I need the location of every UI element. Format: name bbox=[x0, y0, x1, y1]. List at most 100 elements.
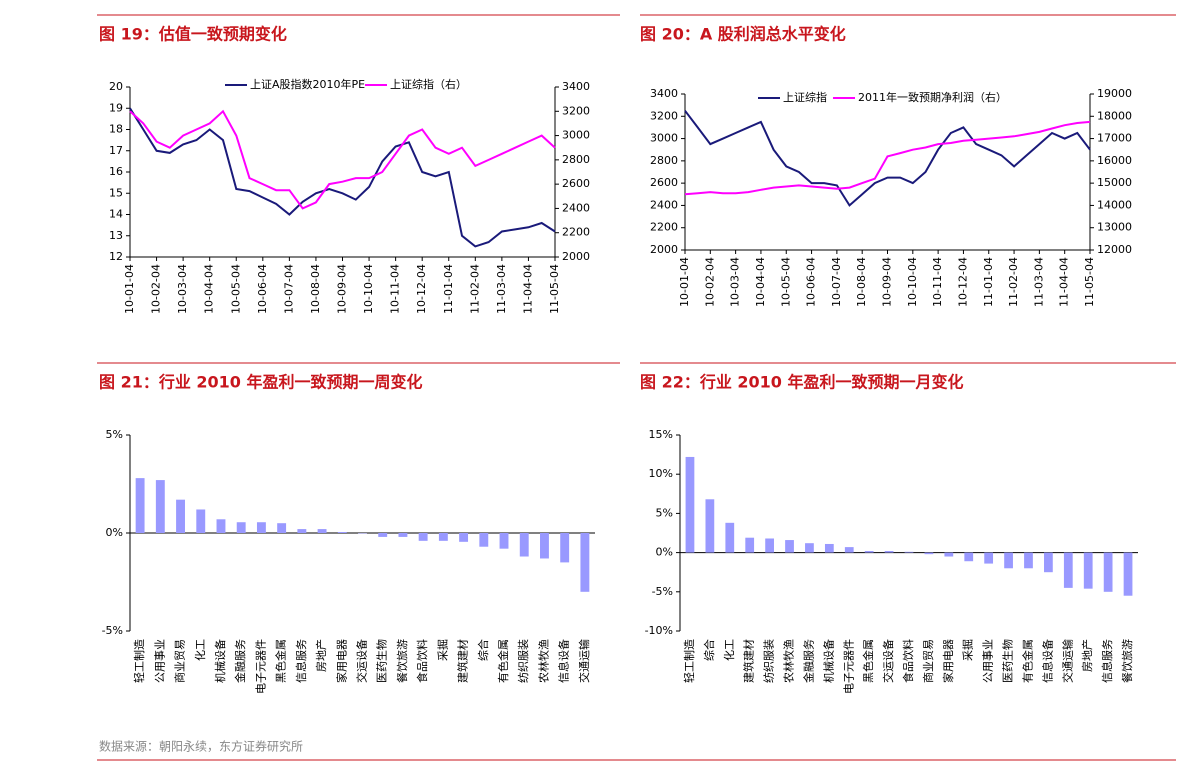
x-tick-label: 10-09-04 bbox=[336, 264, 349, 314]
legend-label: 2011年一致预期净利润（右） bbox=[858, 90, 1007, 104]
x-tick-label: 11-01-04 bbox=[982, 257, 995, 307]
x-tick-label: 餐饮旅游 bbox=[1120, 639, 1134, 683]
bar bbox=[705, 499, 715, 553]
x-tick-label: 交运设备 bbox=[881, 639, 895, 683]
x-tick-label: 家用电器 bbox=[334, 639, 348, 683]
x-tick-label: 综合 bbox=[476, 639, 490, 661]
x-tick-label: 食品饮料 bbox=[415, 639, 429, 683]
y-tick-label: 0% bbox=[656, 546, 673, 559]
x-tick-label: 医药生物 bbox=[1001, 639, 1015, 683]
x-tick-label: 10-07-04 bbox=[830, 257, 843, 307]
bar bbox=[904, 551, 914, 553]
bar bbox=[745, 537, 755, 553]
y2-tick-label: 19000 bbox=[1097, 87, 1132, 100]
x-tick-label: 金融服务 bbox=[801, 639, 815, 683]
bar bbox=[964, 552, 974, 562]
x-tick-label: 轻工制造 bbox=[132, 639, 146, 683]
bar bbox=[580, 533, 590, 592]
source: 数据来源：朝阳永续，东方证券研究所 bbox=[99, 739, 303, 754]
bar bbox=[398, 533, 408, 537]
x-tick-label: 医药生物 bbox=[375, 639, 389, 683]
x-tick-label: 建筑建材 bbox=[456, 639, 470, 683]
x-tick-label: 10-12-04 bbox=[956, 257, 969, 307]
x-tick-label: 化工 bbox=[193, 639, 207, 661]
bar bbox=[196, 509, 206, 533]
y-tick-label: 15 bbox=[109, 186, 123, 199]
bar bbox=[418, 533, 428, 541]
bar bbox=[155, 480, 165, 533]
y-tick-label: -5% bbox=[102, 624, 123, 637]
y2-tick-label: 2800 bbox=[562, 153, 590, 166]
y2-tick-label: 16000 bbox=[1097, 154, 1132, 167]
bar bbox=[135, 478, 145, 533]
x-tick-label: 食品饮料 bbox=[901, 639, 915, 683]
x-tick-label: 10-04-04 bbox=[203, 264, 216, 314]
x-tick-label: 轻工制造 bbox=[682, 639, 696, 683]
x-tick-label: 11-03-04 bbox=[1032, 257, 1045, 307]
y-tick-label: 19 bbox=[109, 101, 123, 114]
x-tick-label: 建筑建材 bbox=[742, 639, 756, 683]
x-tick-label: 11-05-04 bbox=[548, 264, 561, 314]
x-tick-label: 黑色金属 bbox=[274, 639, 288, 683]
x-tick-label: 房地产 bbox=[1080, 639, 1094, 672]
y2-tick-label: 12000 bbox=[1097, 243, 1132, 256]
bar bbox=[1063, 552, 1073, 588]
x-tick-label: 化工 bbox=[722, 639, 736, 661]
bar bbox=[944, 552, 954, 557]
bar bbox=[864, 551, 874, 553]
bar bbox=[277, 523, 287, 533]
x-tick-label: 11-05-04 bbox=[1083, 257, 1096, 307]
y2-tick-label: 17000 bbox=[1097, 132, 1132, 145]
bar bbox=[725, 522, 735, 553]
y-tick-label: 20 bbox=[109, 80, 123, 93]
x-tick-label: 10-02-04 bbox=[703, 257, 716, 307]
x-tick-label: 信息设备 bbox=[557, 639, 571, 683]
y-tick-label: 3400 bbox=[650, 87, 678, 100]
x-tick-label: 10-10-04 bbox=[362, 264, 375, 314]
y-tick-label: 5% bbox=[106, 428, 123, 441]
x-tick-label: 10-09-04 bbox=[881, 257, 894, 307]
bar bbox=[256, 522, 266, 533]
legend-label: 上证综指 bbox=[783, 90, 827, 104]
x-tick-label: 电子元器件 bbox=[842, 639, 855, 694]
x-tick-label: 农林牧渔 bbox=[782, 639, 796, 683]
x-tick-label: 商业贸易 bbox=[921, 639, 935, 683]
x-tick-label: 10-02-04 bbox=[150, 264, 163, 314]
y2-tick-label: 3400 bbox=[562, 80, 590, 93]
y-tick-label: 2400 bbox=[650, 198, 678, 211]
x-tick-label: 信息设备 bbox=[1040, 639, 1054, 683]
y-tick-label: 2200 bbox=[650, 221, 678, 234]
y2-tick-label: 2000 bbox=[562, 250, 590, 263]
y2-tick-label: 13000 bbox=[1097, 221, 1132, 234]
x-tick-label: 11-01-04 bbox=[442, 264, 455, 314]
bar bbox=[459, 533, 469, 542]
chart-title: 图 20：A 股利润总水平变化 bbox=[640, 25, 846, 44]
x-tick-label: 采掘 bbox=[961, 639, 975, 661]
bar bbox=[805, 543, 814, 553]
y-tick-label: 3200 bbox=[650, 109, 678, 122]
bar bbox=[317, 529, 327, 533]
x-tick-label: 11-02-04 bbox=[1007, 257, 1020, 307]
y2-tick-label: 14000 bbox=[1097, 198, 1132, 211]
bar bbox=[765, 538, 774, 553]
series-line bbox=[129, 107, 556, 248]
bar bbox=[378, 533, 388, 537]
x-tick-label: 机械设备 bbox=[821, 639, 835, 683]
series-line bbox=[129, 109, 556, 210]
chart-title: 图 22：行业 2010 年盈利一致预期一月变化 bbox=[640, 373, 964, 392]
y-tick-label: -5% bbox=[652, 585, 673, 598]
x-tick-label: 10-04-04 bbox=[754, 257, 767, 307]
x-tick-label: 公用事业 bbox=[982, 639, 995, 683]
x-tick-label: 10-03-04 bbox=[729, 257, 742, 307]
y-tick-label: 10% bbox=[649, 467, 673, 480]
y-tick-label: 5% bbox=[656, 506, 673, 519]
x-tick-label: 交运设备 bbox=[355, 639, 369, 683]
series-line bbox=[684, 110, 1091, 207]
x-tick-label: 商业贸易 bbox=[173, 639, 187, 683]
bar bbox=[499, 533, 509, 549]
bar bbox=[685, 456, 695, 553]
y-tick-label: 13 bbox=[109, 229, 123, 242]
x-tick-label: 10-10-04 bbox=[906, 257, 919, 307]
x-tick-label: 10-03-04 bbox=[176, 264, 189, 314]
x-tick-label: 10-06-04 bbox=[256, 264, 269, 314]
